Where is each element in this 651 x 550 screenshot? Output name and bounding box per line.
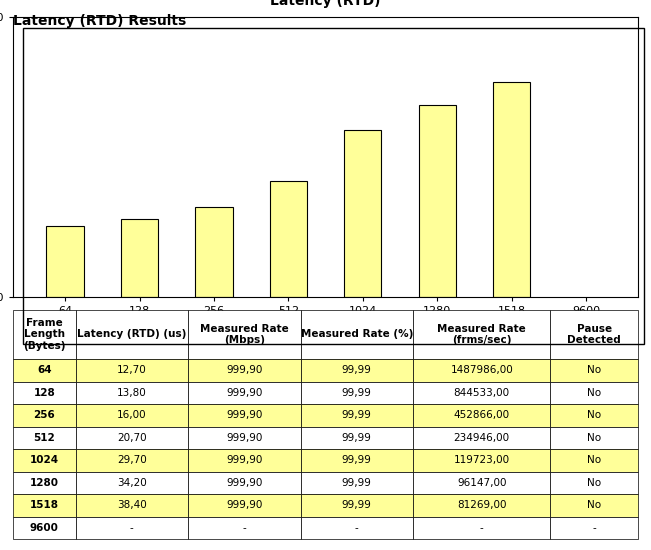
Bar [270,181,307,297]
Bar [344,130,381,297]
Bar [419,105,456,297]
X-axis label: Frame Length (Bytes): Frame Length (Bytes) [249,321,402,334]
Bar [493,81,530,297]
Title: Latency (RTD): Latency (RTD) [270,0,381,8]
Bar [121,219,158,297]
Bar [195,207,232,297]
Text: Latency (RTD) Results: Latency (RTD) Results [13,14,186,28]
Bar [46,226,84,297]
